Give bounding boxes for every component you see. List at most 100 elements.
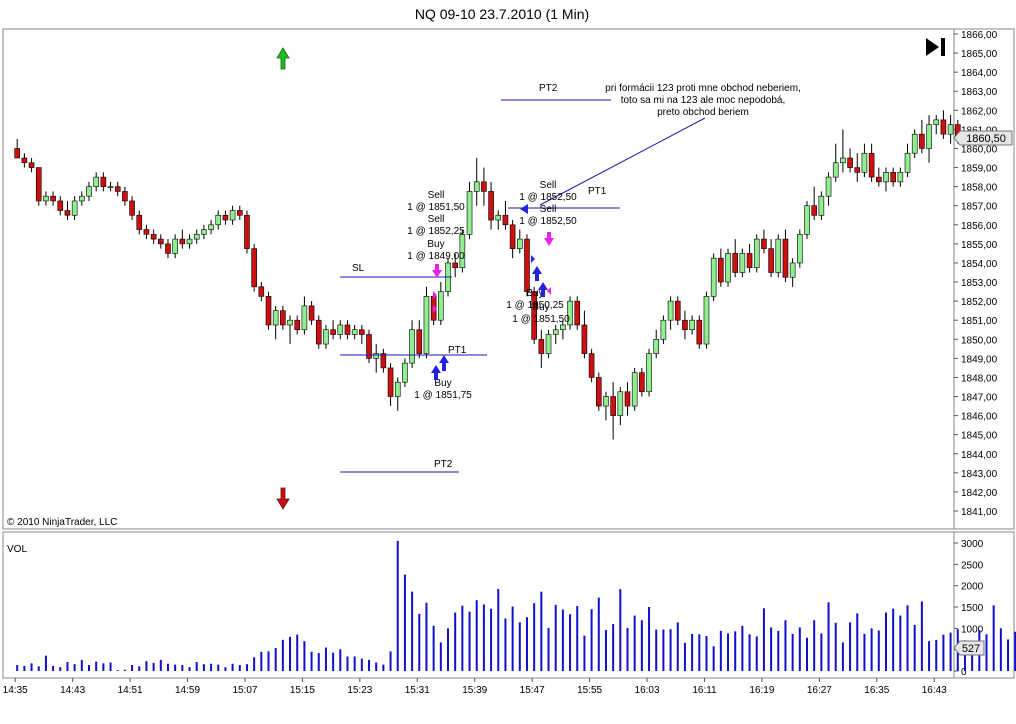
candle bbox=[703, 291, 710, 349]
candle-body bbox=[595, 377, 602, 407]
candle bbox=[739, 248, 746, 278]
volume-bar bbox=[138, 666, 141, 671]
candle-body bbox=[646, 353, 652, 393]
scroll-down-arrow-icon[interactable] bbox=[276, 487, 290, 510]
volume-bar bbox=[856, 613, 859, 671]
candle-body bbox=[847, 157, 853, 168]
price-tick-label: 1853,00 bbox=[961, 278, 998, 289]
pt1-left-label: PT1 bbox=[448, 345, 467, 356]
volume-bar bbox=[152, 662, 155, 671]
candle-body bbox=[624, 391, 631, 407]
volume-bar bbox=[425, 602, 428, 671]
volume-bar bbox=[123, 669, 126, 671]
candle bbox=[674, 296, 681, 325]
candle-body bbox=[330, 329, 336, 335]
execution-markers bbox=[431, 204, 554, 380]
price-panel[interactable] bbox=[2, 28, 955, 530]
candle bbox=[617, 386, 624, 426]
candle bbox=[107, 181, 114, 192]
candle-body bbox=[610, 396, 616, 416]
candle-body bbox=[222, 214, 229, 221]
volume-bar bbox=[662, 629, 665, 671]
candle-body bbox=[452, 262, 458, 269]
candle-body bbox=[136, 214, 143, 230]
candle bbox=[940, 110, 947, 139]
candle bbox=[143, 224, 150, 240]
candle bbox=[775, 234, 782, 278]
volume-bar bbox=[80, 659, 83, 671]
candle-body bbox=[940, 119, 947, 135]
volume-bar bbox=[44, 655, 47, 671]
price-axis-frame bbox=[953, 28, 1015, 530]
candle bbox=[294, 315, 301, 335]
volume-bar bbox=[159, 659, 162, 671]
candle bbox=[875, 167, 882, 187]
candle-body bbox=[674, 300, 681, 321]
volume-bar bbox=[920, 601, 923, 671]
price-tick-label: 1845,00 bbox=[961, 431, 998, 442]
volume-bar bbox=[439, 642, 442, 671]
candle bbox=[639, 367, 645, 397]
candle bbox=[459, 229, 466, 273]
candle-body bbox=[86, 186, 92, 197]
volume-bar bbox=[748, 634, 751, 671]
volume-bar bbox=[267, 651, 270, 671]
volume-bar bbox=[626, 627, 629, 671]
price-tick-label: 1855,00 bbox=[961, 240, 998, 251]
candle bbox=[229, 205, 236, 225]
time-tick-label: 15:31 bbox=[405, 685, 430, 696]
volume-bar bbox=[303, 641, 306, 671]
candle bbox=[574, 296, 581, 330]
candle-body bbox=[366, 334, 372, 359]
candle-body bbox=[933, 119, 940, 125]
candle-body bbox=[667, 300, 674, 321]
candle-body bbox=[236, 210, 243, 216]
candle-body bbox=[287, 319, 293, 326]
volume-bar bbox=[224, 667, 227, 671]
volume-bar bbox=[949, 632, 952, 671]
candle bbox=[50, 191, 56, 206]
candle-body bbox=[861, 152, 868, 173]
scroll-to-end-button[interactable] bbox=[922, 34, 950, 60]
price-tick-label: 1862,00 bbox=[961, 106, 998, 117]
candle-body bbox=[28, 162, 35, 168]
candle bbox=[387, 363, 394, 407]
volume-bar bbox=[841, 642, 844, 671]
candle bbox=[624, 382, 631, 416]
candle bbox=[804, 200, 810, 240]
candle-body bbox=[926, 124, 932, 149]
exec-7-side: Buy bbox=[526, 288, 543, 299]
candle-body bbox=[165, 243, 171, 254]
comment-line-3: preto obchod beriem bbox=[657, 107, 749, 118]
candle-body bbox=[560, 324, 566, 331]
candle bbox=[28, 158, 35, 173]
volume-panel[interactable] bbox=[2, 531, 955, 679]
volume-bar bbox=[490, 608, 493, 671]
volume-bar bbox=[346, 656, 349, 671]
candle bbox=[588, 348, 595, 383]
volume-bar bbox=[403, 574, 406, 671]
candle bbox=[265, 291, 272, 330]
candle bbox=[359, 324, 365, 345]
volume-bar bbox=[411, 591, 414, 671]
candle-body bbox=[114, 186, 121, 192]
volume-bar bbox=[849, 622, 852, 671]
candle bbox=[696, 315, 703, 349]
candle-body bbox=[423, 296, 430, 354]
volume-bar bbox=[762, 608, 765, 671]
volume-bar bbox=[992, 605, 995, 671]
candle bbox=[380, 348, 387, 373]
pt2-top-label: PT2 bbox=[539, 83, 558, 94]
candle bbox=[653, 329, 660, 359]
volume-bar bbox=[533, 603, 536, 671]
volume-bar bbox=[619, 589, 622, 671]
comment-pointer-line[interactable] bbox=[539, 117, 706, 206]
volume-bar bbox=[518, 622, 521, 671]
candle bbox=[531, 286, 537, 345]
volume-bar bbox=[102, 663, 105, 671]
scroll-up-arrow-icon[interactable] bbox=[276, 47, 290, 70]
candle bbox=[818, 191, 825, 221]
candles bbox=[14, 110, 961, 440]
candle bbox=[93, 172, 99, 192]
volume-bar bbox=[791, 633, 794, 671]
